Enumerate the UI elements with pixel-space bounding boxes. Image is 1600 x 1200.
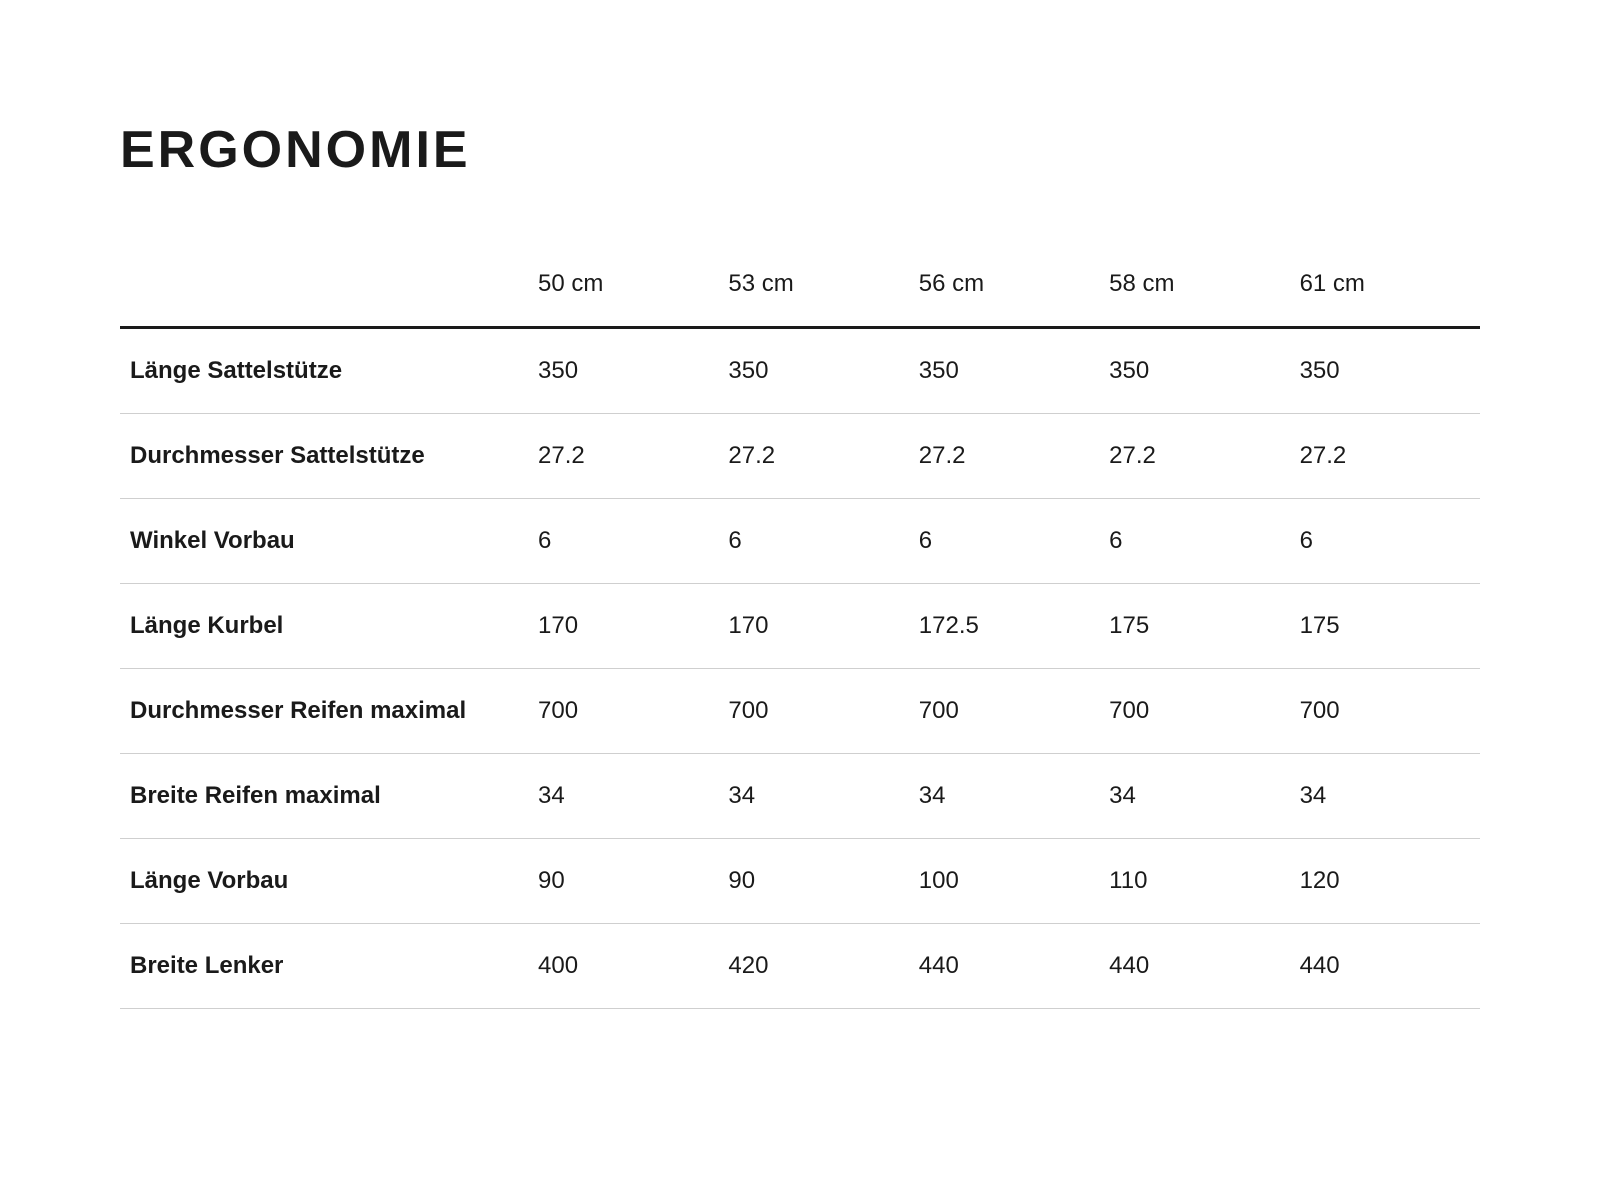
table-cell: 110 (1099, 839, 1289, 924)
table-cell: 175 (1099, 584, 1289, 669)
table-header-cell: 61 cm (1290, 250, 1480, 328)
table-header-row: 50 cm 53 cm 56 cm 58 cm 61 cm (120, 250, 1480, 328)
table-cell: 700 (718, 669, 908, 754)
table-cell: 6 (718, 499, 908, 584)
table-row: Länge Kurbel 170 170 172.5 175 175 (120, 584, 1480, 669)
table-header-cell: 56 cm (909, 250, 1099, 328)
table-cell: 350 (1290, 328, 1480, 414)
table-cell: 34 (1290, 754, 1480, 839)
table-cell: 120 (1290, 839, 1480, 924)
row-label: Breite Lenker (120, 924, 528, 1009)
table-header-cell (120, 250, 528, 328)
table-header-cell: 53 cm (718, 250, 908, 328)
table-cell: 27.2 (1290, 414, 1480, 499)
table-header-cell: 58 cm (1099, 250, 1289, 328)
table-row: Breite Lenker 400 420 440 440 440 (120, 924, 1480, 1009)
table-row: Länge Vorbau 90 90 100 110 120 (120, 839, 1480, 924)
table-cell: 700 (528, 669, 718, 754)
row-label: Durchmesser Reifen maximal (120, 669, 528, 754)
table-cell: 350 (909, 328, 1099, 414)
table-cell: 350 (528, 328, 718, 414)
table-cell: 440 (909, 924, 1099, 1009)
table-cell: 700 (1290, 669, 1480, 754)
table-cell: 34 (909, 754, 1099, 839)
table-cell: 27.2 (1099, 414, 1289, 499)
table-row: Durchmesser Sattelstütze 27.2 27.2 27.2 … (120, 414, 1480, 499)
row-label: Winkel Vorbau (120, 499, 528, 584)
table-cell: 170 (528, 584, 718, 669)
table-cell: 6 (909, 499, 1099, 584)
table-cell: 27.2 (528, 414, 718, 499)
table-cell: 90 (528, 839, 718, 924)
table-cell: 420 (718, 924, 908, 1009)
page-title: ERGONOMIE (120, 120, 1480, 180)
table-cell: 170 (718, 584, 908, 669)
table-cell: 175 (1290, 584, 1480, 669)
table-cell: 700 (909, 669, 1099, 754)
table-header-cell: 50 cm (528, 250, 718, 328)
table-cell: 6 (528, 499, 718, 584)
table-row: Winkel Vorbau 6 6 6 6 6 (120, 499, 1480, 584)
table-cell: 27.2 (909, 414, 1099, 499)
table-cell: 6 (1099, 499, 1289, 584)
table-row: Durchmesser Reifen maximal 700 700 700 7… (120, 669, 1480, 754)
table-cell: 350 (718, 328, 908, 414)
row-label: Länge Vorbau (120, 839, 528, 924)
row-label: Breite Reifen maximal (120, 754, 528, 839)
table-cell: 172.5 (909, 584, 1099, 669)
ergonomics-table: 50 cm 53 cm 56 cm 58 cm 61 cm Länge Satt… (120, 250, 1480, 1009)
table-cell: 440 (1290, 924, 1480, 1009)
table-cell: 27.2 (718, 414, 908, 499)
table-cell: 6 (1290, 499, 1480, 584)
table-row: Länge Sattelstütze 350 350 350 350 350 (120, 328, 1480, 414)
table-cell: 34 (528, 754, 718, 839)
table-row: Breite Reifen maximal 34 34 34 34 34 (120, 754, 1480, 839)
table-cell: 350 (1099, 328, 1289, 414)
table-cell: 700 (1099, 669, 1289, 754)
table-cell: 90 (718, 839, 908, 924)
row-label: Länge Kurbel (120, 584, 528, 669)
table-cell: 34 (718, 754, 908, 839)
table-cell: 440 (1099, 924, 1289, 1009)
row-label: Durchmesser Sattelstütze (120, 414, 528, 499)
table-cell: 34 (1099, 754, 1289, 839)
row-label: Länge Sattelstütze (120, 328, 528, 414)
table-cell: 400 (528, 924, 718, 1009)
table-cell: 100 (909, 839, 1099, 924)
